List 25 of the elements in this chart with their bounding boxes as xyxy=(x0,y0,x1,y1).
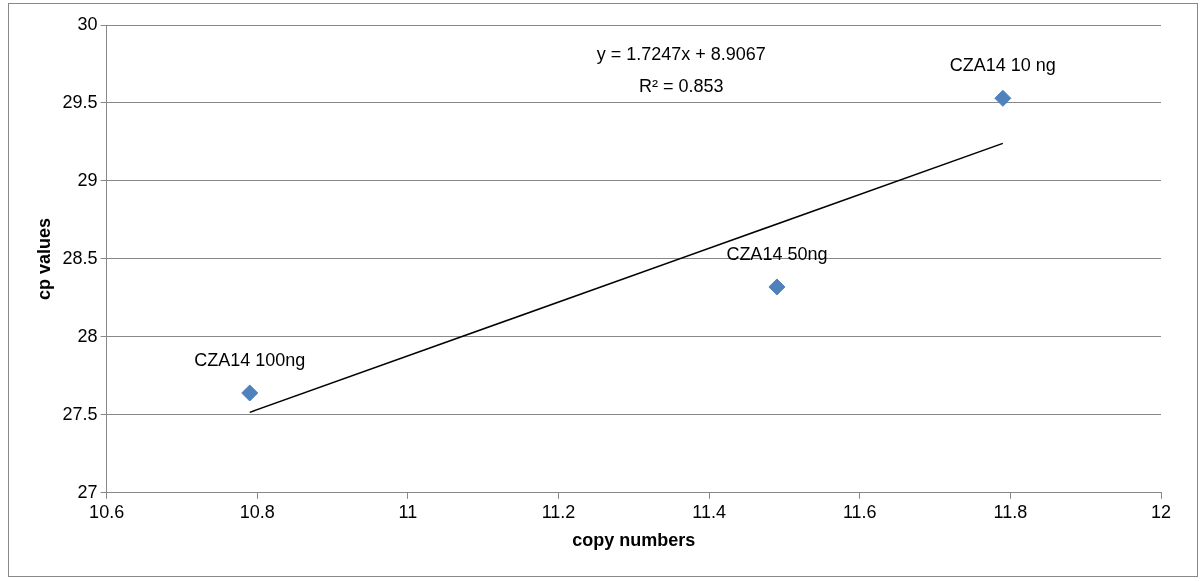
x-tick-label: 11.2 xyxy=(541,501,576,522)
x-tick-label: 11.6 xyxy=(842,501,877,522)
y-axis-title: cp values xyxy=(33,217,54,300)
x-axis-title: copy numbers xyxy=(572,530,696,551)
y-tick-label: 27 xyxy=(77,481,98,502)
annotation: CZA14 10 ng xyxy=(949,55,1056,76)
y-tick-label: 29 xyxy=(77,169,98,190)
x-tick-label: 11.4 xyxy=(692,501,726,522)
x-tick-label: 12 xyxy=(1150,501,1172,522)
x-tick-label: 10.6 xyxy=(89,501,125,522)
y-tick-label: 29.5 xyxy=(62,91,98,112)
x-tick-label: 11 xyxy=(398,501,418,522)
y-tick-label: 27.5 xyxy=(62,403,98,424)
annotation: y = 1.7247x + 8.9067 xyxy=(596,43,766,64)
annotation: CZA14 50ng xyxy=(726,243,828,264)
point xyxy=(241,384,259,402)
y-tick-label: 28.5 xyxy=(62,247,98,268)
point xyxy=(768,278,786,296)
x-tick-label: 10.8 xyxy=(239,501,275,522)
x-tick-label: 11.8 xyxy=(993,501,1028,522)
annotation: CZA14 100ng xyxy=(194,349,306,370)
y-tick-label: 30 xyxy=(77,13,98,34)
y-tick-label: 28 xyxy=(77,325,98,346)
point xyxy=(994,89,1012,107)
annotation: R² = 0.853 xyxy=(638,75,724,96)
